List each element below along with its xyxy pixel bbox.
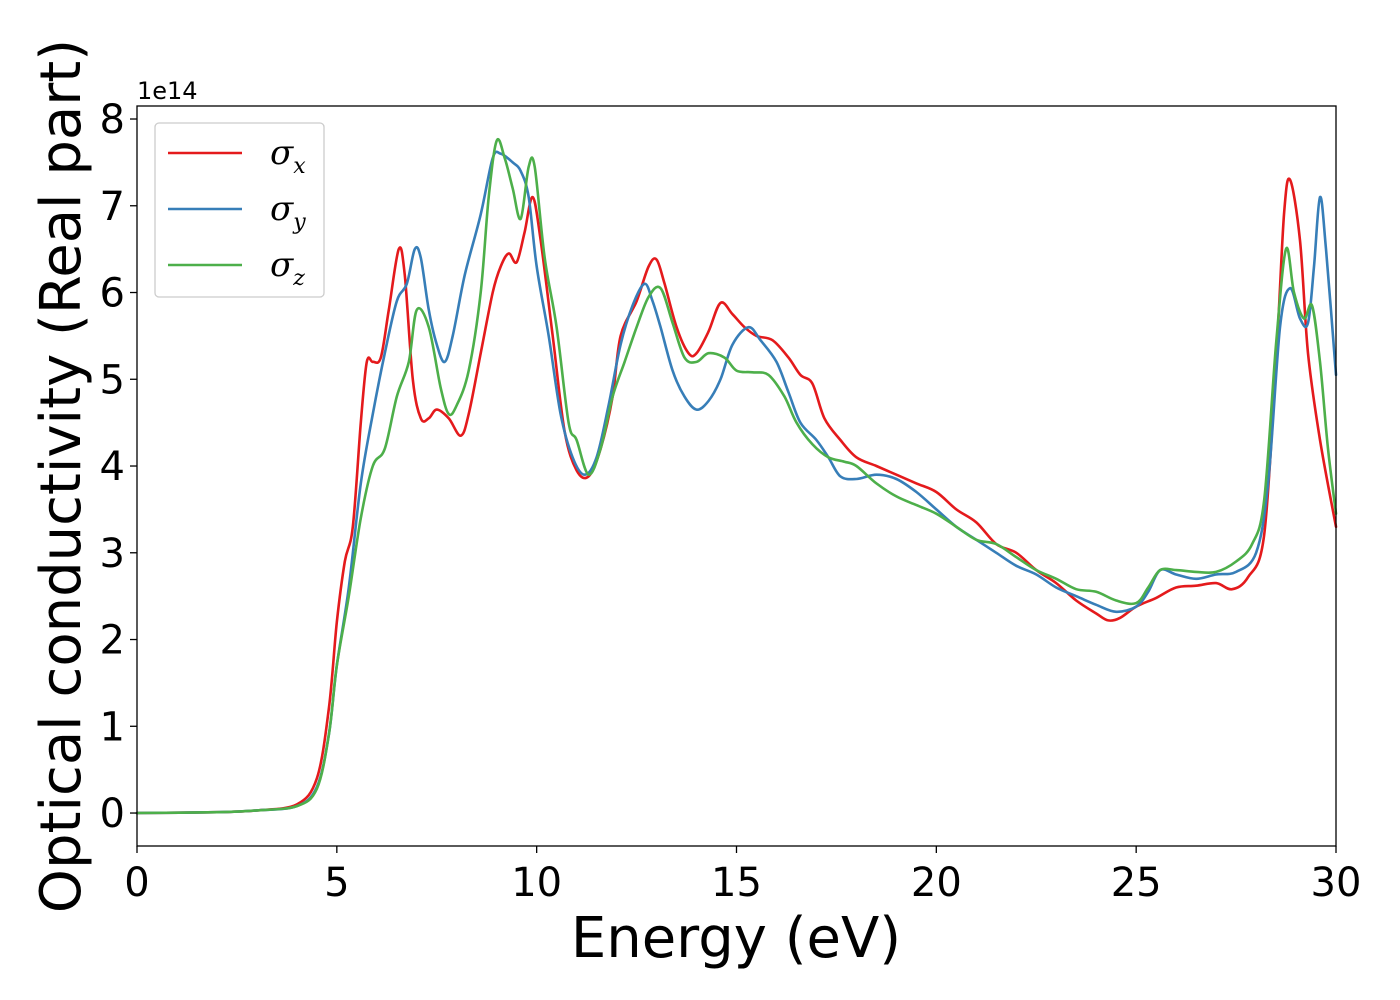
y-axis-title: Optical conductivity (Real part): [29, 39, 94, 913]
y-tick-label: 1: [100, 704, 125, 750]
series-line-sigma-y: [135, 150, 1338, 815]
y-tick-label: 5: [100, 357, 125, 403]
y-tick-label: 3: [100, 531, 125, 577]
x-tick-label: 30: [1311, 860, 1362, 906]
ticks-layer: 0 5 10 15 20 25 30 0 1 2 3 4 5 6 7 8: [100, 97, 1362, 906]
y-tick-label: 6: [100, 271, 125, 317]
y-tick-label: 4: [100, 444, 125, 490]
x-axis-title: Energy (eV): [571, 906, 901, 971]
y-tick-label: 0: [100, 791, 125, 837]
x-tick-label: 0: [124, 860, 149, 906]
x-tick-label: 25: [1111, 860, 1162, 906]
series-line-sigma-x: [135, 177, 1338, 815]
series-line-sigma-z: [135, 137, 1338, 815]
legend: σx σy σz: [154, 122, 325, 298]
y-tick-label: 8: [100, 97, 125, 143]
legend-label-sigma-y: σy: [270, 189, 306, 235]
x-tick-label: 15: [711, 860, 762, 906]
series-layer: [135, 137, 1338, 815]
y-offset-label: 1e14: [137, 77, 198, 105]
x-tick-label: 5: [324, 860, 349, 906]
x-tick-label: 10: [511, 860, 562, 906]
legend-label-sigma-x: σx: [270, 133, 306, 179]
legend-label-sigma-z: σz: [270, 245, 305, 291]
y-tick-label: 7: [100, 184, 125, 230]
y-tick-label: 2: [100, 618, 125, 664]
x-tick-label: 20: [911, 860, 962, 906]
